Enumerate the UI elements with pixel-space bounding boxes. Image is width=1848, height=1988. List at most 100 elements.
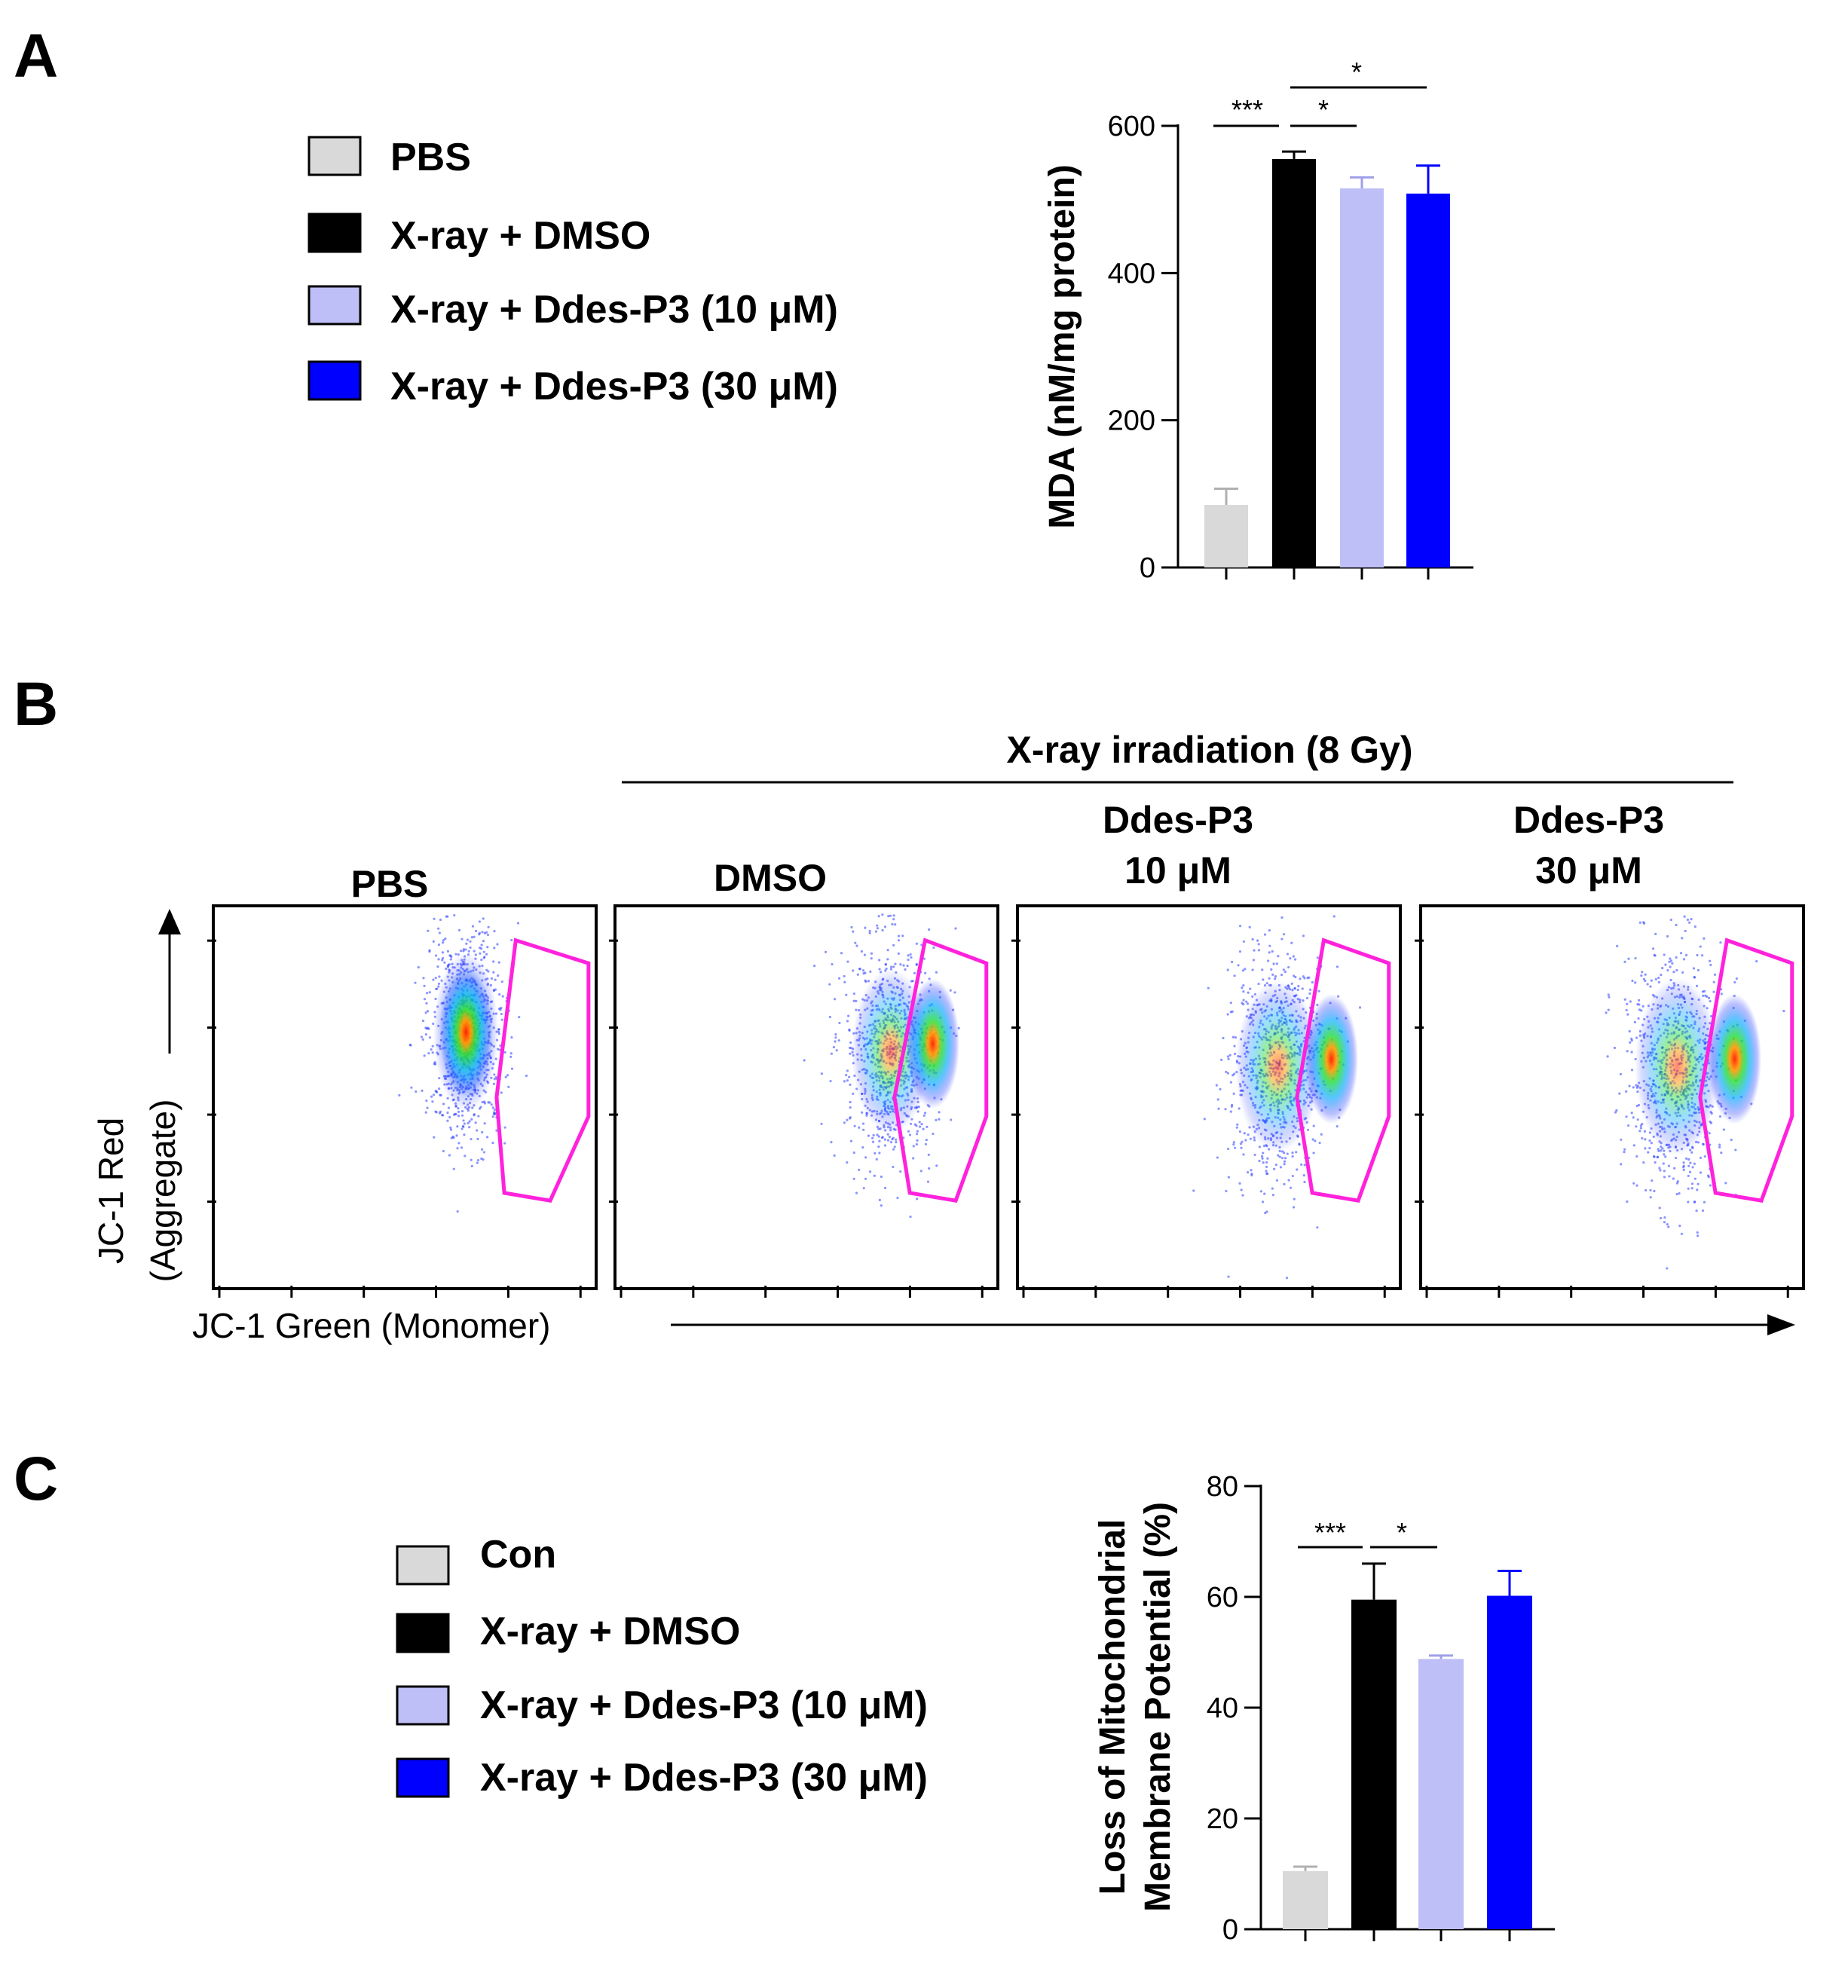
flow-event	[1274, 977, 1277, 980]
flow-event	[482, 917, 485, 920]
flow-event	[1274, 975, 1277, 978]
flow-event	[1663, 1216, 1666, 1219]
flow-panel-b: X-ray irradiation (8 Gy) PBS DMSO Ddes-P…	[91, 729, 1805, 1345]
flow-event	[469, 940, 472, 943]
flow-event	[457, 1142, 460, 1145]
bar	[1340, 188, 1384, 567]
flow-event	[1674, 1156, 1678, 1160]
flow-event	[423, 1054, 426, 1057]
flow-event	[1265, 1210, 1268, 1213]
flow-event	[432, 1093, 436, 1096]
bar	[1487, 1595, 1532, 1929]
flow-event	[495, 1129, 498, 1132]
flow-event	[525, 1074, 528, 1078]
flow-event	[434, 1110, 437, 1113]
flow-event	[1249, 1137, 1252, 1140]
flow-event	[848, 1046, 852, 1050]
flow-event	[1262, 978, 1265, 981]
flow-density-core	[439, 967, 493, 1097]
flow-event	[1626, 1124, 1630, 1127]
flow-event	[1675, 923, 1678, 927]
flow-event	[878, 968, 881, 971]
flow-event	[1308, 988, 1312, 991]
flow-event	[926, 1125, 929, 1128]
flow-event	[915, 963, 918, 966]
flow-event	[935, 1118, 938, 1121]
flow-event	[889, 1141, 893, 1144]
flow-event	[846, 1161, 849, 1164]
flow-event	[1629, 1000, 1632, 1003]
flow-event	[439, 1110, 442, 1113]
panel-letter-b: B	[14, 670, 58, 739]
flow-event	[462, 1119, 465, 1122]
flow-event	[1265, 1170, 1268, 1173]
flow-event	[895, 1141, 898, 1144]
flow-event	[493, 930, 496, 933]
flow-event	[474, 1121, 477, 1124]
flow-event	[464, 1155, 467, 1158]
flow-event	[1712, 990, 1715, 993]
flow-event	[1687, 1158, 1690, 1161]
flow-event	[924, 1142, 927, 1145]
flow-event	[1693, 1162, 1696, 1165]
significance-label: *	[1351, 57, 1362, 87]
flow-event	[1675, 968, 1678, 972]
flow-event	[1297, 985, 1300, 988]
flow-event	[1207, 986, 1210, 989]
flow-event	[1316, 956, 1319, 959]
flow-event	[924, 1112, 927, 1115]
flow-event	[434, 954, 438, 957]
flow-event	[1239, 1142, 1243, 1145]
flow-plot-p3-10	[1011, 904, 1402, 1298]
flow-event	[431, 1051, 434, 1054]
flow-gate	[892, 937, 989, 1203]
flow-event	[1656, 1156, 1659, 1159]
flow-event	[835, 1049, 838, 1052]
flow-event	[870, 957, 873, 960]
flow-event	[1305, 996, 1309, 1000]
flow-event	[1283, 1152, 1286, 1155]
flow-event	[920, 981, 923, 984]
flow-event	[1283, 1163, 1286, 1166]
legend-c-swatch-con	[396, 1545, 450, 1586]
flow-event	[1332, 915, 1336, 918]
flow-event	[932, 1132, 935, 1136]
flow-event	[449, 958, 452, 961]
flow-event	[862, 1128, 865, 1131]
y-tick-label: 40	[1207, 1693, 1238, 1724]
flow-event	[927, 1153, 930, 1156]
flow-event	[926, 1180, 930, 1183]
flow-event	[1630, 1112, 1633, 1115]
flow-event	[1637, 1017, 1640, 1020]
flow-event	[858, 1168, 861, 1171]
bar	[1283, 1870, 1328, 1929]
flow-event	[932, 946, 935, 950]
flow-event	[1284, 970, 1287, 974]
flow-event	[949, 989, 952, 992]
legend-c-swatch-p3-10	[396, 1685, 450, 1726]
flow-event	[1682, 1168, 1685, 1171]
flow-event	[494, 978, 497, 981]
flow-event	[476, 1161, 479, 1164]
flow-event	[1242, 984, 1245, 987]
flow-event	[1690, 1182, 1694, 1185]
flow-event	[1261, 1200, 1265, 1204]
flow-event	[869, 970, 872, 974]
flow-event	[1283, 1182, 1286, 1185]
flow-event	[877, 1135, 880, 1138]
flow-event	[867, 980, 870, 983]
flow-event	[476, 1129, 479, 1132]
flow-event	[904, 968, 907, 971]
flow-event	[441, 956, 445, 960]
flow-title-dmso: DMSO	[714, 857, 827, 899]
flow-event	[492, 1082, 496, 1085]
flow-event	[1320, 1133, 1323, 1136]
flow-event	[1229, 1011, 1232, 1014]
flow-event	[837, 977, 841, 980]
flow-event	[1314, 1139, 1317, 1142]
flow-event	[446, 1111, 449, 1115]
flow-event	[424, 1111, 427, 1114]
flow-event	[467, 1121, 470, 1125]
flow-event	[493, 1078, 496, 1081]
flow-event	[1695, 1210, 1698, 1213]
